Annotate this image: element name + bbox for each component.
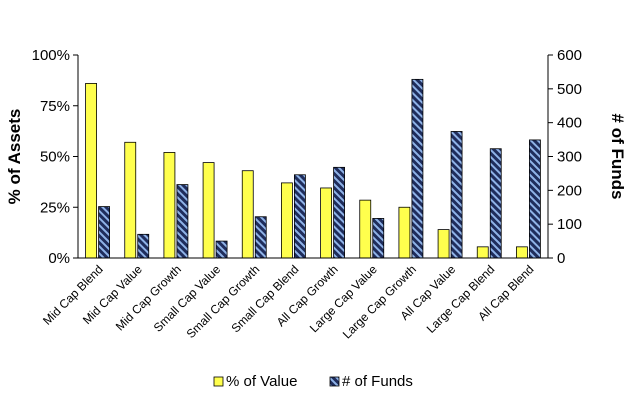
plot-area bbox=[85, 78, 541, 259]
bar-num-funds bbox=[333, 166, 345, 259]
bar-pct-value bbox=[202, 162, 215, 259]
y-axis-title-left: % of Assets bbox=[5, 109, 24, 205]
y-axis-title-right: # of Funds bbox=[608, 114, 627, 200]
bar-pct-value bbox=[476, 246, 489, 259]
bar-pct-value bbox=[437, 229, 450, 259]
left-tick-label: 25% bbox=[40, 199, 70, 216]
right-tick-label: 600 bbox=[557, 47, 582, 64]
bar-num-funds bbox=[529, 139, 541, 259]
bar-num-funds bbox=[215, 240, 228, 259]
bar-pct-value bbox=[281, 182, 293, 259]
legend-swatch-num-funds bbox=[329, 376, 340, 387]
legend-label-pct-value: % of Value bbox=[226, 373, 297, 390]
bar-num-funds bbox=[98, 206, 110, 259]
bar-pct-value bbox=[241, 170, 254, 259]
legend-swatch-pct-value bbox=[213, 376, 224, 387]
left-tick-label: 50% bbox=[40, 149, 70, 166]
x-tick-label: Large Cap Growth bbox=[340, 262, 419, 341]
bar-pct-value bbox=[320, 187, 332, 259]
x-tick-label: Small Cap Blend bbox=[228, 262, 301, 335]
x-tick-label: Small Cap Growth bbox=[184, 262, 263, 341]
bar-pct-value bbox=[124, 141, 137, 259]
right-tick-label: 400 bbox=[557, 115, 582, 132]
x-tick-label: Large Cap Blend bbox=[424, 262, 498, 336]
bar-num-funds bbox=[137, 233, 150, 259]
left-tick-label: 75% bbox=[40, 98, 70, 115]
bar-pct-value bbox=[398, 206, 411, 259]
x-tick-label: Small Cap Value bbox=[151, 262, 224, 335]
bar-pct-value bbox=[85, 83, 97, 259]
legend-label-num-funds: # of Funds bbox=[342, 373, 413, 390]
x-tick-label: Large Cap Value bbox=[307, 262, 380, 335]
left-tick-label: 0% bbox=[48, 250, 70, 267]
right-tick-label: 200 bbox=[557, 182, 582, 199]
bar-num-funds bbox=[489, 148, 502, 259]
right-tick-label: 0 bbox=[557, 250, 565, 267]
bar-num-funds bbox=[411, 78, 424, 259]
bar-pct-value bbox=[163, 152, 176, 259]
bar-num-funds bbox=[372, 218, 385, 259]
legend: % of Value # of Funds bbox=[213, 373, 413, 390]
bar-num-funds bbox=[450, 131, 463, 259]
left-tick-label: 100% bbox=[32, 47, 70, 64]
bar-pct-value bbox=[359, 199, 372, 259]
bar-num-funds bbox=[294, 174, 306, 259]
bar-num-funds bbox=[254, 216, 267, 259]
bar-pct-value bbox=[516, 246, 528, 259]
bar-num-funds bbox=[176, 184, 189, 259]
right-tick-label: 300 bbox=[557, 149, 582, 166]
right-tick-label: 500 bbox=[557, 81, 582, 98]
right-tick-label: 100 bbox=[557, 216, 582, 233]
